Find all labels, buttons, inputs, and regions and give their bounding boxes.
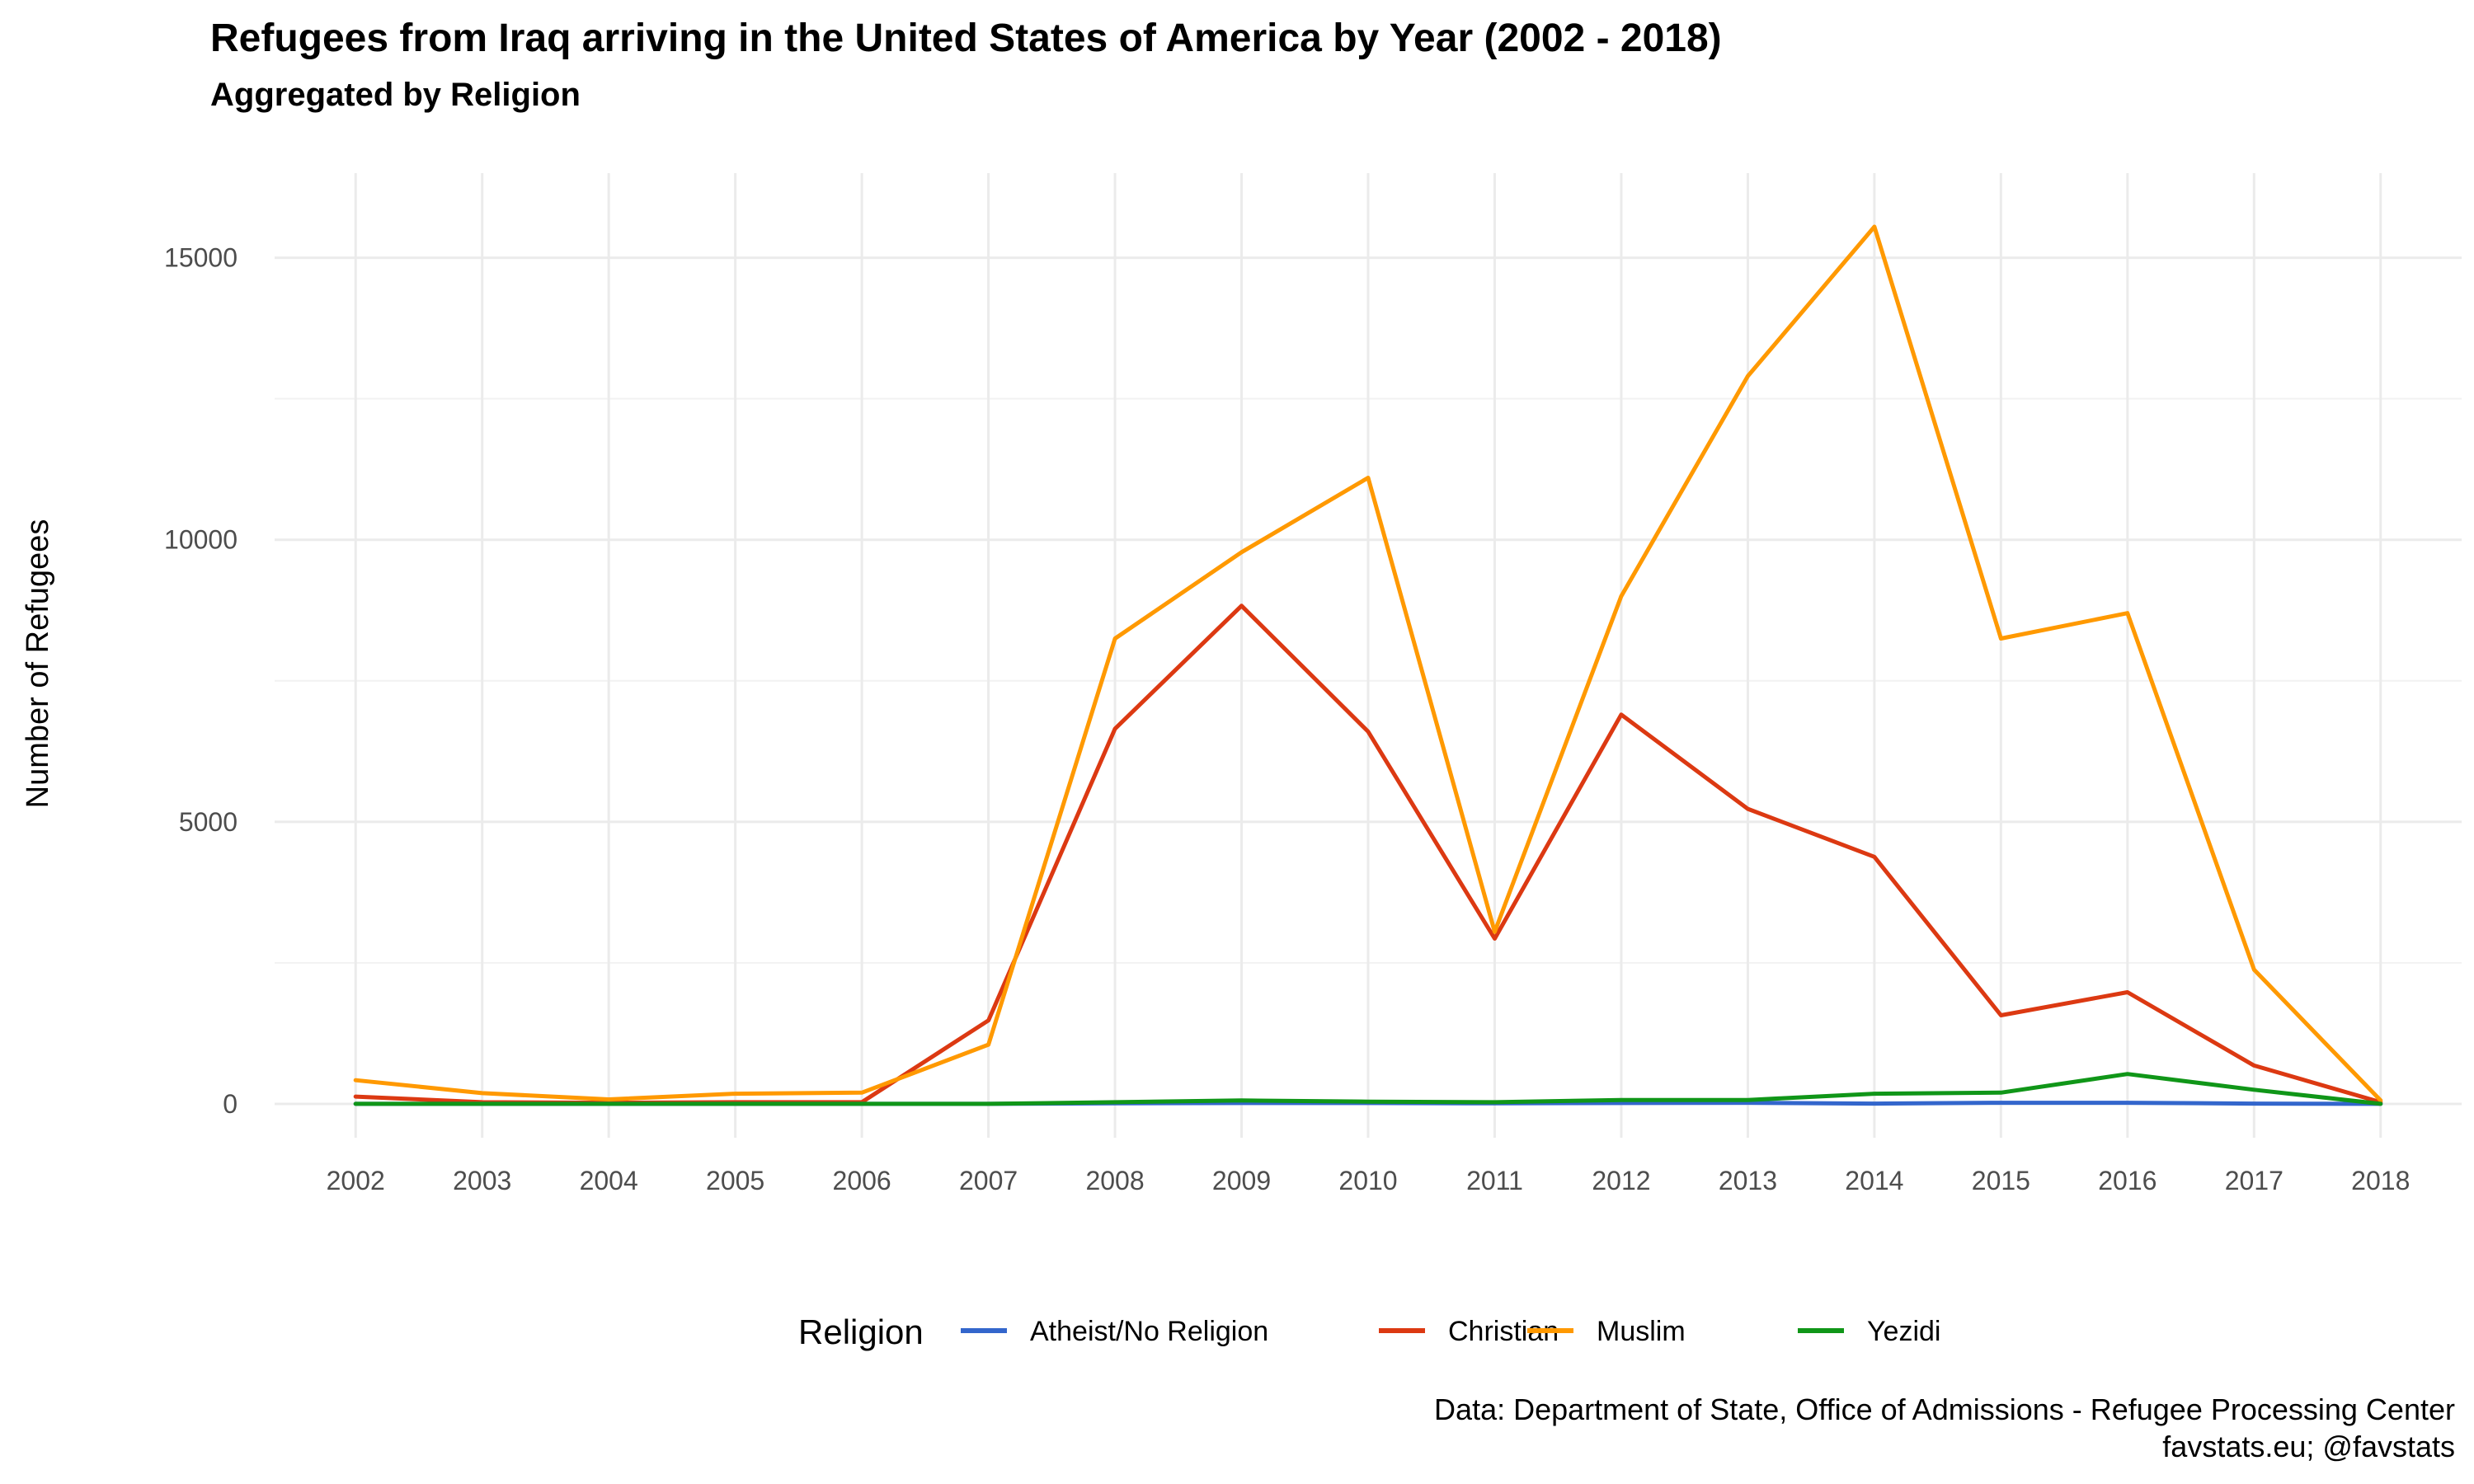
x-tick-label: 2003 [453, 1166, 511, 1195]
legend: Religion Atheist/No Religion Christian Mus… [798, 1313, 1940, 1351]
y-tick-label: 10000 [164, 525, 238, 555]
caption-source: Data: Department of State, Office of Adm… [1434, 1392, 2455, 1426]
x-tick-label: 2006 [833, 1166, 891, 1195]
chart-title: Refugees from Iraq arriving in the Unite… [210, 16, 1722, 60]
x-tick-label: 2014 [1845, 1166, 1903, 1195]
y-axis-label: Number of Refugees [21, 519, 55, 809]
chart-subtitle: Aggregated by Religion [210, 77, 581, 113]
y-tick-label: 15000 [164, 243, 238, 273]
x-tick-label: 2016 [2098, 1166, 2157, 1195]
legend-label: Atheist/No Religion [1030, 1316, 1268, 1347]
x-tick-label: 2012 [1592, 1166, 1650, 1195]
x-axis-ticks: 2002 2003 2004 2005 2006 2007 2008 2009 2010 2011… [327, 1166, 2411, 1195]
y-tick-label: 5000 [179, 807, 238, 837]
x-tick-label: 2013 [1719, 1166, 1777, 1195]
x-tick-label: 2007 [959, 1166, 1018, 1195]
x-tick-label: 2010 [1338, 1166, 1397, 1195]
y-tick-label: 0 [223, 1089, 238, 1119]
x-tick-label: 2015 [1972, 1166, 2030, 1195]
caption-credit: favstats.eu; @favstats [2162, 1430, 2455, 1463]
x-tick-label: 2011 [1466, 1166, 1523, 1195]
caption: Data: Department of State, Office of Adm… [1434, 1392, 2455, 1463]
grid-lines [275, 173, 2462, 1138]
x-tick-label: 2005 [706, 1166, 764, 1195]
series-line-muslim [353, 224, 2383, 1103]
x-tick-label: 2002 [327, 1166, 385, 1195]
x-tick-label: 2018 [2351, 1166, 2410, 1195]
legend-title: Religion [798, 1313, 924, 1351]
legend-label: Muslim [1597, 1316, 1686, 1347]
series-lines [353, 224, 2383, 1106]
x-tick-label: 2004 [580, 1166, 638, 1195]
x-tick-label: 2009 [1212, 1166, 1271, 1195]
series-line-yezidi [353, 1072, 2383, 1106]
legend-label: Yezidi [1867, 1316, 1940, 1347]
x-tick-label: 2008 [1085, 1166, 1144, 1195]
x-tick-label: 2017 [2225, 1166, 2284, 1195]
y-axis-ticks: 0 5000 10000 15000 [164, 243, 238, 1119]
